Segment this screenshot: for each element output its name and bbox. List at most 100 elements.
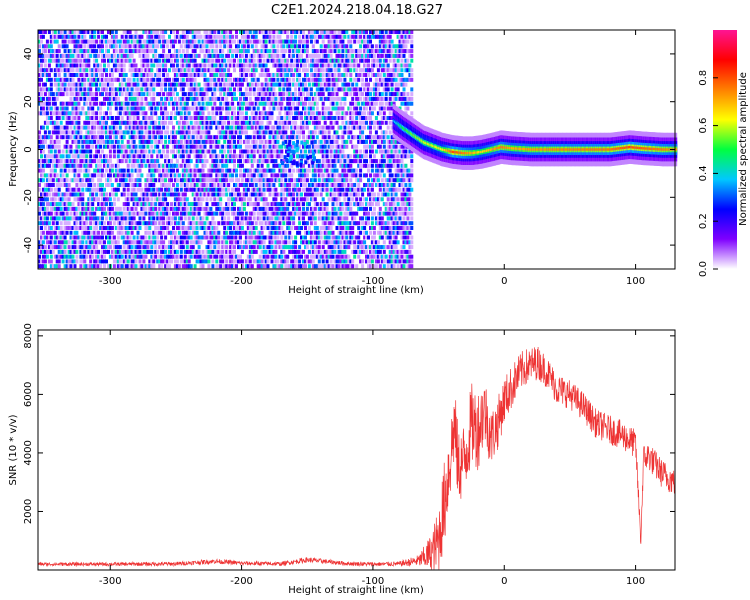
noise-cell xyxy=(209,221,213,226)
noise-cell xyxy=(89,235,93,240)
noise-cell xyxy=(240,82,244,87)
noise-cell xyxy=(65,53,69,58)
noise-cell xyxy=(79,245,83,250)
noise-cell xyxy=(160,202,164,207)
noise-cell xyxy=(221,149,225,154)
noise-cell xyxy=(211,168,215,173)
noise-cell xyxy=(205,211,209,216)
noise-cell xyxy=(53,120,57,125)
noise-cell xyxy=(136,202,140,207)
noise-cell xyxy=(91,206,95,211)
noise-cell xyxy=(187,178,191,183)
noise-cell xyxy=(294,44,298,49)
noise-cell xyxy=(264,183,268,187)
noise-cell xyxy=(81,197,85,202)
noise-cell xyxy=(122,249,126,254)
noise-cell xyxy=(108,154,112,159)
noise-cell xyxy=(195,192,199,197)
noise-cell xyxy=(91,235,95,240)
noise-cell xyxy=(280,235,284,240)
noise-cell xyxy=(63,264,67,269)
noise-cell xyxy=(199,264,203,269)
noise-cell xyxy=(126,240,130,245)
noise-cell xyxy=(173,163,177,168)
noise-cell xyxy=(199,130,203,135)
noise-cell xyxy=(276,259,280,264)
noise-cell xyxy=(59,197,63,202)
noise-cell xyxy=(118,226,122,230)
noise-cell xyxy=(105,178,108,183)
noise-cell xyxy=(268,101,272,106)
noise-cell xyxy=(187,226,191,230)
noise-cell xyxy=(47,154,51,159)
noise-cell xyxy=(114,130,118,135)
noise-cell xyxy=(239,183,242,187)
noise-cell xyxy=(195,163,199,168)
noise-cell xyxy=(168,216,171,221)
noise-cell xyxy=(87,92,91,97)
noise-cell xyxy=(242,125,246,130)
noise-cell xyxy=(108,211,112,216)
noise-cell xyxy=(156,216,160,221)
noise-cell xyxy=(282,197,286,202)
noise-cell xyxy=(55,77,59,82)
noise-cell xyxy=(248,192,252,197)
noise-cell xyxy=(280,168,284,173)
noise-cell xyxy=(79,92,83,97)
noise-cell xyxy=(246,125,250,130)
noise-cell xyxy=(166,96,170,101)
noise-cell xyxy=(298,44,302,49)
noise-cell xyxy=(250,183,254,187)
noise-cell xyxy=(183,254,187,259)
noise-cell xyxy=(217,125,221,130)
noise-cell xyxy=(197,130,201,135)
noise-cell xyxy=(215,235,219,240)
noise-cell xyxy=(282,58,286,63)
noise-cell xyxy=(107,230,110,235)
noise-cell xyxy=(203,183,207,187)
noise-cell xyxy=(130,96,134,101)
noise-cell xyxy=(258,245,262,250)
noise-cell xyxy=(140,139,144,144)
noise-cell xyxy=(150,116,154,120)
noise-cell xyxy=(162,144,166,149)
noise-cell xyxy=(146,49,150,54)
noise-cell xyxy=(120,92,124,97)
noise-cell xyxy=(266,101,270,106)
noise-cell xyxy=(223,58,227,63)
noise-cell xyxy=(41,44,45,49)
noise-cell xyxy=(229,254,233,259)
noise-cell xyxy=(235,125,238,130)
noise-cell xyxy=(61,202,65,207)
noise-cell xyxy=(95,235,99,240)
noise-cell xyxy=(83,101,87,106)
noise-cell xyxy=(191,149,195,154)
noise-cell xyxy=(120,173,124,178)
noise-cell xyxy=(132,211,136,216)
noise-cell xyxy=(175,249,179,254)
noise-cell xyxy=(173,39,177,44)
noise-cell xyxy=(278,226,282,230)
noise-cell xyxy=(290,202,294,207)
noise-cell xyxy=(217,87,221,92)
noise-cell xyxy=(160,135,164,140)
noise-cell xyxy=(298,192,302,197)
noise-cell xyxy=(49,187,53,192)
noise-cell xyxy=(246,120,250,125)
noise-cell xyxy=(156,116,160,120)
noise-cell xyxy=(138,130,142,135)
noise-cell xyxy=(103,202,106,207)
noise-cell xyxy=(270,159,274,164)
noise-cell xyxy=(105,87,108,92)
noise-cell xyxy=(83,96,87,101)
noise-cell xyxy=(183,92,187,97)
noise-cell xyxy=(156,159,160,164)
noise-cell xyxy=(185,197,189,202)
noise-cell xyxy=(99,235,103,240)
noise-cell xyxy=(280,249,284,254)
noise-cell xyxy=(61,192,65,197)
noise-cell xyxy=(185,159,189,164)
noise-cell xyxy=(175,53,179,58)
noise-cell xyxy=(122,49,126,54)
noise-cell xyxy=(83,249,87,254)
